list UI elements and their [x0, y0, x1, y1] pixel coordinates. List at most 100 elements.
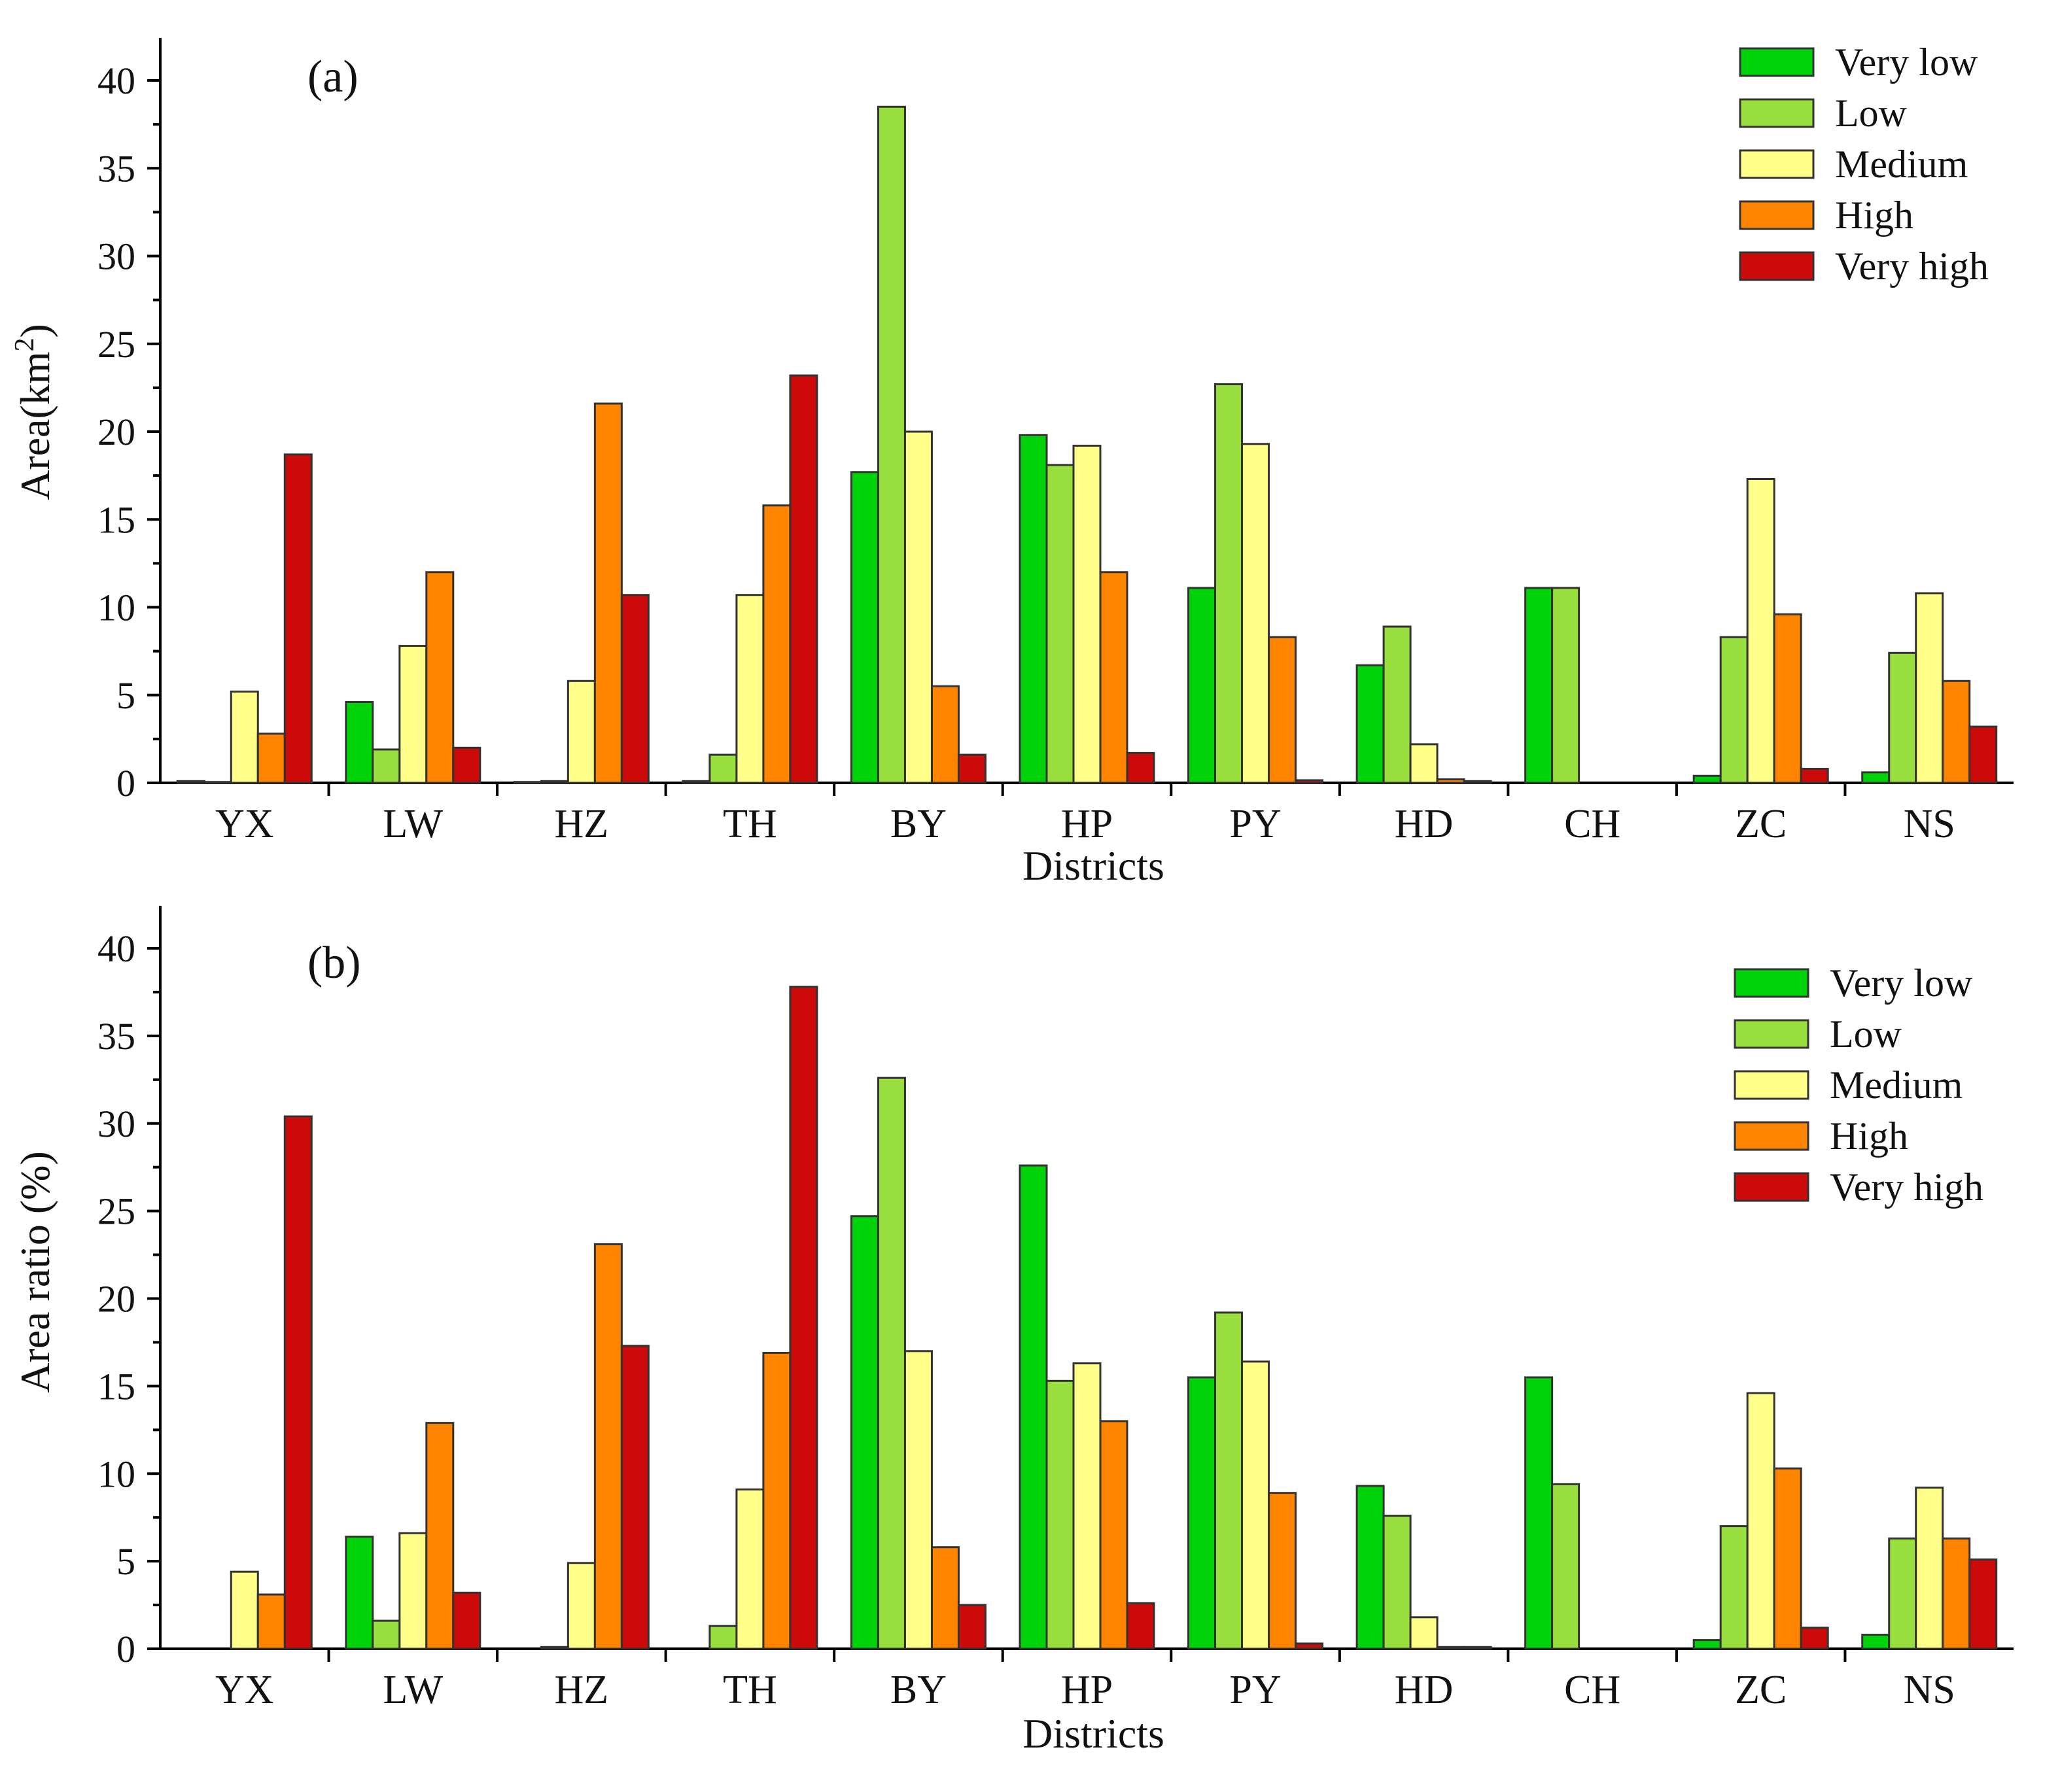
bar-low-ch	[1551, 587, 1580, 784]
bar-very-low-zc	[1692, 774, 1722, 784]
bar-medium-hp	[1072, 1362, 1102, 1650]
x-tick-label: HD	[1395, 1668, 1454, 1712]
y-axis-title: Area ratio (%)	[12, 1151, 58, 1393]
legend-swatch	[1734, 968, 1809, 998]
legend-label: Very high	[1835, 245, 1989, 288]
bar-very-low-py	[1187, 587, 1217, 784]
x-axis-title: Districts	[1022, 842, 1164, 889]
bar-high-zc	[1773, 613, 1802, 784]
bar-medium-ns	[1915, 592, 1944, 784]
legend-swatch	[1739, 47, 1815, 77]
x-tick-label: ZC	[1735, 1668, 1787, 1712]
bar-high-lw	[425, 571, 455, 784]
bar-low-hz	[540, 780, 569, 784]
bar-low-lw	[372, 1619, 401, 1650]
bar-medium-hz	[567, 1562, 596, 1650]
bar-medium-th	[735, 1488, 765, 1650]
legend-label: Very low	[1835, 41, 1978, 84]
y-tick-label: 30	[97, 235, 135, 278]
x-axis-title: Districts	[1022, 1710, 1164, 1757]
y-tick-label: 15	[97, 1365, 135, 1407]
bar-very-low-ns	[1861, 771, 1891, 784]
bar-very-high-py	[1295, 1642, 1324, 1650]
legend-swatch	[1739, 200, 1815, 230]
x-tick-label: PY	[1229, 1668, 1281, 1712]
y-tick-label: 35	[97, 1015, 135, 1058]
bar-high-lw	[425, 1422, 455, 1650]
bar-very-low-zc	[1692, 1639, 1722, 1650]
x-tick-label: HD	[1395, 802, 1454, 846]
bar-low-hp	[1045, 464, 1075, 784]
bar-medium-yx	[230, 1570, 259, 1650]
bar-very-high-th	[789, 986, 818, 1650]
bar-very-high-hd	[1463, 780, 1492, 784]
legend: Very low Low Medium High Very high	[1734, 961, 1983, 1209]
bar-high-zc	[1773, 1467, 1802, 1650]
bar-very-high-lw	[452, 746, 481, 784]
bar-very-high-yx	[283, 453, 313, 784]
bar-very-high-hd	[1463, 1646, 1492, 1650]
y-tick-label: 10	[97, 1453, 135, 1495]
x-tick-label: LW	[383, 1668, 443, 1712]
bar-very-low-py	[1187, 1376, 1217, 1650]
bar-low-hd	[1382, 1515, 1412, 1650]
bar-very-high-py	[1295, 779, 1324, 784]
bar-very-high-ns	[1968, 1558, 1998, 1650]
x-tick-label: BY	[890, 802, 947, 846]
legend-label: Low	[1830, 1012, 1902, 1056]
bar-low-ns	[1888, 1537, 1917, 1650]
bar-very-high-hz	[620, 594, 650, 784]
bar-very-low-yx	[176, 780, 205, 784]
bar-low-lw	[372, 748, 401, 784]
bar-low-hd	[1382, 625, 1412, 784]
legend-label: Very high	[1830, 1165, 1983, 1209]
x-tick-label: HZ	[555, 1668, 609, 1712]
bar-very-high-by	[957, 753, 986, 784]
bar-high-by	[930, 1546, 960, 1650]
chart-panel-1: 0 5 10 15 20 25 30 35 40 YX LW HZ TH BY HP PY HD CH ZC NS Di…	[10, 38, 2014, 889]
bar-high-hz	[593, 1243, 623, 1650]
y-tick-label: 40	[97, 927, 135, 970]
panel-label: (a)	[307, 52, 358, 102]
bar-low-zc	[1719, 636, 1749, 784]
x-tick-label: ZC	[1735, 802, 1787, 846]
x-tick-label: NS	[1904, 1668, 1955, 1712]
bar-high-hz	[593, 402, 623, 784]
bar-low-th	[708, 753, 738, 784]
y-tick-label: 35	[97, 147, 135, 190]
legend-swatch	[1739, 149, 1815, 179]
x-tick-label: HP	[1061, 1668, 1113, 1712]
bar-high-py	[1268, 636, 1297, 784]
bar-very-low-hp	[1019, 434, 1048, 784]
bar-very-high-yx	[283, 1115, 313, 1650]
bar-very-high-by	[957, 1604, 986, 1650]
x-tick-label: NS	[1904, 802, 1955, 846]
y-tick-label: 5	[116, 674, 135, 717]
bar-very-high-zc	[1800, 1627, 1829, 1650]
panel-label: (b)	[307, 938, 361, 988]
bar-low-zc	[1719, 1525, 1749, 1650]
legend-swatch	[1734, 1172, 1809, 1202]
bar-low-ns	[1888, 651, 1917, 784]
bar-medium-zc	[1746, 477, 1775, 784]
bar-very-low-ch	[1524, 1376, 1554, 1650]
bar-very-high-lw	[452, 1591, 481, 1650]
bar-high-yx	[256, 732, 286, 784]
y-axis-title: Area(km2)	[10, 324, 58, 500]
bar-medium-yx	[230, 690, 259, 784]
bar-low-yx	[203, 781, 232, 784]
bar-very-low-by	[850, 1215, 879, 1650]
legend: Very low Low Medium High Very high	[1739, 41, 1989, 288]
x-tick-label: LW	[383, 802, 443, 846]
x-tick-label: HP	[1061, 802, 1113, 846]
bar-high-py	[1268, 1492, 1297, 1650]
bar-low-hp	[1045, 1379, 1075, 1650]
bar-medium-by	[903, 430, 933, 784]
bar-low-th	[708, 1625, 738, 1650]
y-tick-label: 0	[116, 1628, 135, 1670]
bar-very-high-ns	[1968, 725, 1998, 784]
bar-medium-ns	[1915, 1487, 1944, 1650]
legend-swatch	[1739, 251, 1815, 281]
x-tick-label: TH	[723, 1668, 777, 1712]
